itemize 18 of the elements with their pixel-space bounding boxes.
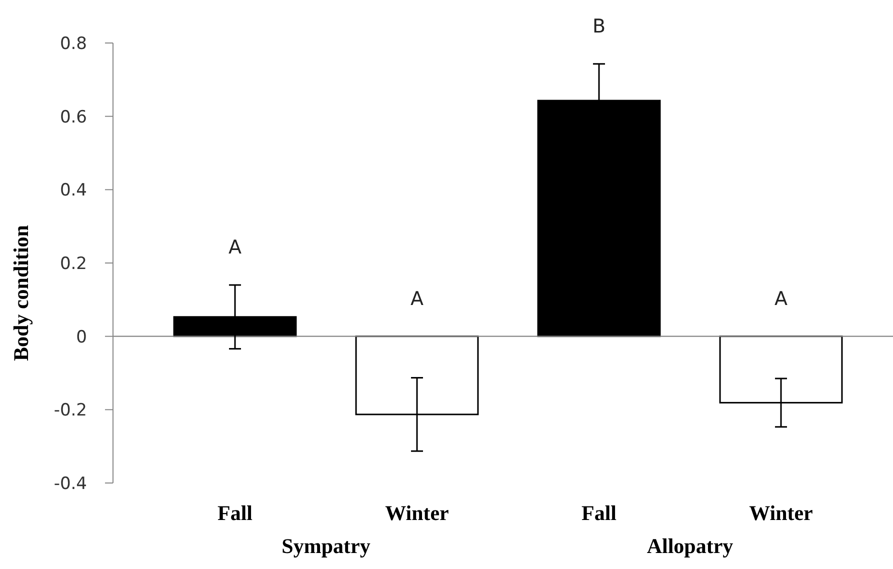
y-tick-label: 0.6 [60, 107, 87, 128]
y-tick-label: 0 [76, 327, 87, 348]
y-tick-label: 0.2 [60, 254, 87, 274]
text: B [592, 16, 606, 38]
text: Sympatry [282, 534, 371, 558]
x-tick-label: Winter [385, 501, 449, 525]
annotation: A [228, 236, 242, 259]
y-tick-label: -0.4 [54, 474, 87, 494]
x-tick-label: Fall [218, 501, 253, 525]
y-axis-title: Body condition [9, 224, 33, 361]
y-tick-label: -0.2 [54, 400, 87, 421]
x-tick-label: Fall [582, 501, 617, 525]
text: Allopatry [646, 534, 734, 558]
y-tick-label: 0.4 [60, 180, 87, 201]
annotation: A [774, 288, 788, 310]
x-tick-label: Winter [749, 501, 813, 525]
annotation: A [410, 288, 424, 310]
y-tick-label: 0.8 [60, 34, 87, 54]
